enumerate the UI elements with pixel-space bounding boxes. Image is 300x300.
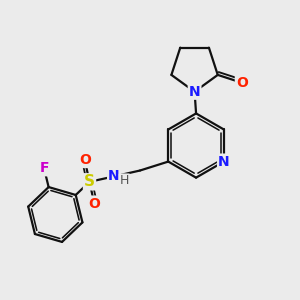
Text: F: F [39,161,49,175]
Text: O: O [88,196,100,211]
Text: O: O [236,76,248,90]
Text: H: H [120,174,129,188]
Text: O: O [79,153,91,167]
Text: N: N [108,169,120,184]
Text: N: N [218,154,230,169]
Text: N: N [189,85,200,99]
Text: S: S [84,174,95,189]
